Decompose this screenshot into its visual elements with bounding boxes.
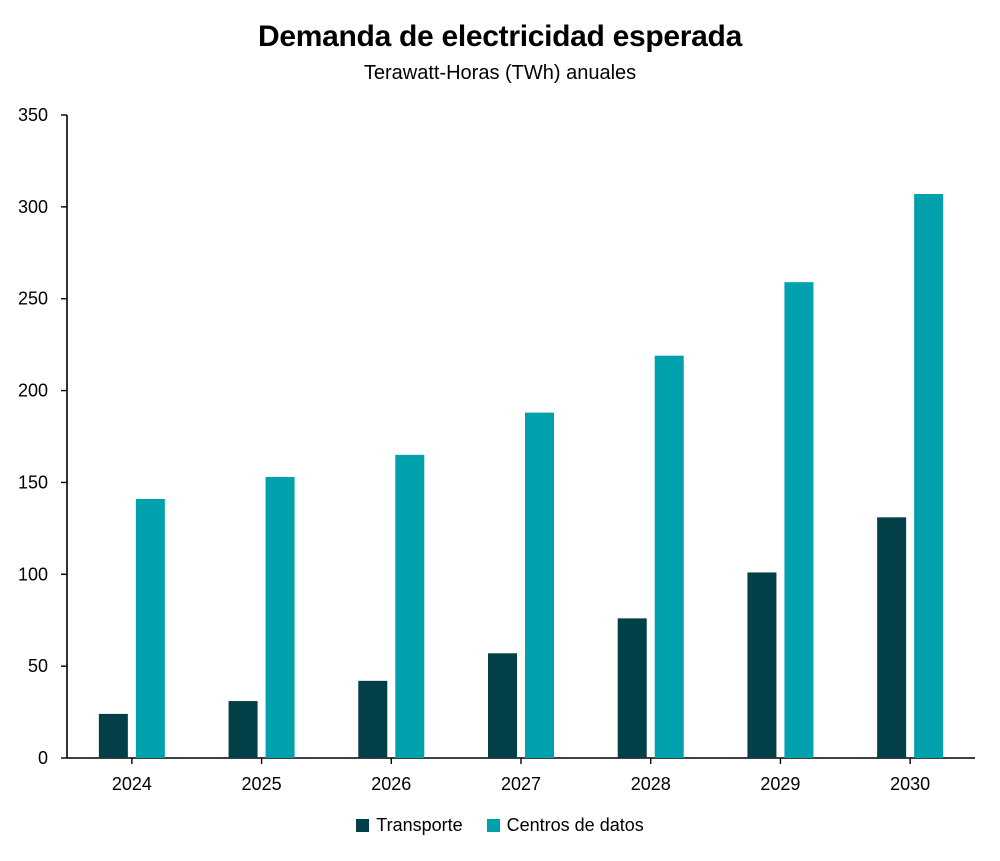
bar-centros-de-datos — [525, 412, 554, 758]
legend-item-centros-de-datos: Centros de datos — [486, 815, 644, 836]
y-tick-label: 250 — [18, 289, 48, 309]
bar-transporte — [488, 653, 517, 758]
y-tick-label: 100 — [18, 564, 48, 584]
chart-title: Demanda de electricidad esperada — [258, 20, 742, 53]
y-tick-label: 50 — [28, 656, 48, 676]
bar-transporte — [358, 680, 388, 758]
y-tick-label: 300 — [18, 197, 48, 217]
x-tick-label: 2029 — [760, 774, 800, 794]
bar-transporte — [877, 517, 907, 758]
y-tick-label: 200 — [18, 381, 48, 401]
x-tick-label: 2030 — [890, 774, 930, 794]
bar-centros-de-datos — [265, 476, 295, 758]
x-tick-label: 2028 — [631, 774, 671, 794]
bar-transporte — [228, 701, 258, 758]
bar-transporte — [617, 618, 647, 758]
x-tick-label: 2025 — [242, 774, 282, 794]
legend-item-transporte: Transporte — [356, 815, 463, 836]
y-tick-label: 350 — [18, 105, 48, 125]
bar-transporte — [98, 713, 128, 758]
legend-swatch-transporte — [356, 819, 370, 832]
bar-centros-de-datos — [135, 498, 165, 758]
y-tick-label: 150 — [18, 472, 48, 492]
chart-subtitle: Terawatt-Horas (TWh) anuales — [363, 62, 637, 84]
legend-label-centros-de-datos: Centros de datos — [506, 815, 644, 835]
x-tick-label: 2026 — [371, 774, 411, 794]
chart-legend: Transporte Centros de datos — [0, 815, 1000, 836]
bar-transporte — [747, 572, 777, 758]
x-tick-label: 2024 — [112, 774, 152, 794]
bar-centros-de-datos — [654, 355, 684, 758]
legend-swatch-centros-de-datos — [486, 819, 500, 832]
x-tick-label: 2027 — [501, 774, 541, 794]
bar-centros-de-datos — [914, 193, 944, 759]
legend-label-transporte: Transporte — [376, 815, 463, 835]
y-tick-label: 0 — [38, 748, 48, 768]
bar-centros-de-datos — [784, 282, 814, 758]
bar-centros-de-datos — [395, 454, 425, 758]
